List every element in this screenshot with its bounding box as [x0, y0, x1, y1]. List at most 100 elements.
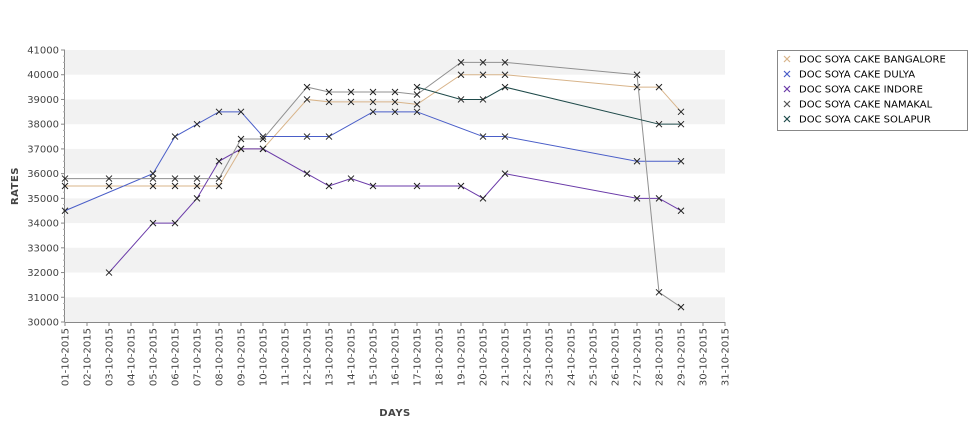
legend-item: DOC SOYA CAKE BANGALORE	[783, 55, 946, 66]
data-point	[479, 195, 487, 202]
x-tick-label: 10-10-2015	[259, 328, 270, 386]
data-point	[215, 182, 223, 190]
y-tick-label: 36000	[27, 169, 59, 180]
data-point	[501, 59, 509, 66]
data-point	[61, 207, 69, 215]
data-point	[259, 135, 267, 143]
data-point	[369, 98, 377, 106]
data-point	[215, 108, 223, 116]
data-point	[149, 219, 157, 227]
data-point	[237, 135, 245, 143]
x-tick-label: 07-10-2015	[193, 328, 204, 386]
y-tick-label: 35000	[27, 194, 59, 205]
x-tick-label: 17-10-2015	[413, 328, 424, 386]
x-tick-label: 04-10-2015	[127, 328, 138, 386]
series-3	[105, 145, 685, 276]
legend-marker	[783, 115, 791, 123]
data-point	[677, 303, 685, 311]
series-line	[64, 111, 681, 212]
data-point	[677, 108, 685, 116]
data-point	[413, 108, 421, 116]
data-point	[325, 98, 333, 106]
x-tick-label: 26-10-2015	[611, 328, 622, 386]
data-point	[413, 83, 421, 91]
data-point	[171, 182, 179, 190]
data-point	[149, 170, 157, 177]
x-tick-label: 06-10-2015	[171, 328, 182, 386]
legend-label: DOC SOYA CAKE DULYA	[799, 70, 915, 81]
data-point	[655, 83, 663, 91]
data-point	[369, 108, 377, 116]
legend-box	[777, 50, 968, 131]
x-tick-label: 21-10-2015	[501, 328, 512, 386]
grid-band	[65, 297, 725, 322]
legend-marker	[783, 100, 791, 108]
x-tick-label: 20-10-2015	[479, 328, 490, 386]
data-point	[215, 157, 223, 165]
legend: DOC SOYA CAKE BANGALORE DOC SOYA CAKE DUL…	[777, 50, 968, 131]
data-point	[413, 91, 421, 98]
series-2	[61, 108, 685, 215]
data-point	[655, 288, 663, 296]
y-tick-label: 30000	[27, 318, 59, 329]
data-point	[61, 182, 69, 190]
data-point	[457, 71, 465, 79]
y-tick-label: 40000	[27, 70, 59, 81]
x-axis: 01-10-2015 02-10-2015 03-10-2015 04-10-2015…	[61, 322, 732, 386]
data-point	[347, 175, 355, 182]
data-point	[479, 96, 487, 103]
data-point	[193, 182, 201, 190]
data-point	[501, 71, 509, 79]
x-tick-label: 11-10-2015	[281, 328, 292, 386]
data-point	[457, 59, 465, 66]
x-tick-label: 15-10-2015	[369, 328, 380, 386]
data-point	[677, 120, 685, 128]
grid-band	[65, 198, 725, 224]
x-tick-label: 29-10-2015	[677, 328, 688, 386]
data-point	[237, 108, 245, 116]
data-point	[105, 182, 113, 190]
data-point	[149, 175, 157, 182]
data-point	[193, 175, 201, 182]
plot-background	[65, 50, 725, 322]
data-point	[303, 133, 311, 140]
data-point	[303, 96, 311, 103]
x-tick-label: 09-10-2015	[237, 328, 248, 386]
x-tick-label: 27-10-2015	[633, 328, 644, 386]
x-tick-label: 24-10-2015	[567, 328, 578, 386]
x-tick-label: 25-10-2015	[589, 328, 600, 386]
data-point	[237, 145, 245, 153]
x-tick-label: 08-10-2015	[215, 328, 226, 386]
data-point	[171, 175, 179, 182]
data-point	[193, 120, 201, 128]
legend-marker	[783, 70, 791, 78]
data-point	[501, 133, 509, 140]
legend-label: DOC SOYA CAKE BANGALORE	[799, 55, 946, 66]
data-point	[369, 88, 377, 96]
x-tick-label: 28-10-2015	[655, 328, 666, 386]
series-1	[61, 71, 685, 190]
y-tick-label: 32000	[27, 268, 59, 279]
y-tick-label: 39000	[27, 95, 59, 106]
data-point	[633, 71, 641, 79]
data-point	[171, 219, 179, 227]
series-line	[416, 86, 681, 125]
series-line	[108, 148, 682, 273]
data-point	[259, 145, 267, 153]
data-point	[413, 101, 421, 108]
series-line	[65, 61, 682, 308]
data-point	[303, 170, 311, 177]
data-point	[457, 182, 465, 190]
x-tick-label: 23-10-2015	[545, 328, 556, 386]
x-tick-label: 01-10-2015	[61, 328, 72, 386]
data-point	[303, 83, 311, 91]
data-point	[677, 207, 685, 215]
series-4	[61, 59, 685, 311]
data-point	[325, 88, 333, 96]
x-axis-title: DAYS	[379, 408, 411, 419]
data-point	[391, 108, 399, 116]
data-point	[347, 88, 355, 96]
x-tick-label: 12-10-2015	[303, 328, 314, 386]
legend-label: DOC SOYA CAKE INDORE	[799, 85, 923, 96]
data-point	[391, 98, 399, 106]
